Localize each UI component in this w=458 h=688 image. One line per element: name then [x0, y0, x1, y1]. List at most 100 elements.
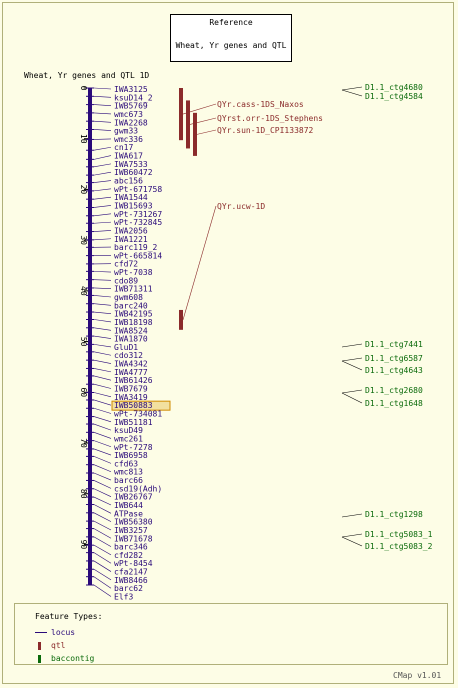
locus-label[interactable]: IWB5769	[114, 102, 148, 111]
locus-label[interactable]: IWB50883	[114, 401, 153, 410]
locus-label[interactable]: wPt-7038	[114, 268, 153, 277]
locus-label[interactable]: wPt-734081	[114, 409, 162, 418]
locus-label[interactable]: IWB8466	[114, 576, 148, 585]
contig-label[interactable]: D1.1_ctg4584	[365, 92, 423, 101]
locus-label[interactable]: IWA8524	[114, 326, 148, 335]
qtl-label[interactable]: QYrst.orr-1DS_Stephens	[217, 114, 323, 123]
locus-label[interactable]: IWB26767	[114, 493, 153, 502]
locus-connector	[93, 407, 112, 414]
locus-label[interactable]: IWA1870	[114, 335, 148, 344]
axis-tick-label: 10	[79, 134, 88, 144]
locus-label[interactable]: IWB51181	[114, 418, 153, 427]
qtl-bar[interactable]	[179, 309, 183, 330]
locus-label[interactable]: cfd63	[114, 459, 138, 468]
locus-connector	[93, 488, 112, 497]
locus-connector	[93, 359, 112, 364]
locus-label[interactable]: cdo89	[114, 276, 138, 285]
locus-label[interactable]: IWB60472	[114, 168, 153, 177]
locus-label[interactable]: wmc813	[114, 468, 143, 477]
qtl-label[interactable]: QYr.sun-1D_CPI133872	[217, 126, 314, 135]
qtl-label[interactable]: QYr.ucw-1D	[217, 202, 265, 211]
locus-label[interactable]: IWA3125	[114, 85, 148, 94]
locus-label[interactable]: wPt-732845	[114, 218, 162, 227]
locus-label[interactable]: IWB7679	[114, 385, 148, 394]
contig-label[interactable]: D1.1_ctg4643	[365, 366, 423, 375]
reference-map-name[interactable]: Wheat, Yr genes and QTL	[175, 41, 287, 50]
locus-label[interactable]: barc240	[114, 301, 148, 310]
locus-label[interactable]: IWB644	[114, 501, 143, 510]
locus-label[interactable]: GluD1	[114, 343, 138, 352]
locus-label[interactable]: barc119_2	[114, 243, 158, 252]
locus-connector	[93, 155, 112, 160]
highlight-box	[111, 400, 171, 411]
axis-tick-label: 20	[79, 185, 88, 195]
locus-label[interactable]: wPt-731267	[114, 210, 162, 219]
contig-label[interactable]: D1.1_ctg6587	[365, 354, 423, 363]
locus-label[interactable]: IWB71311	[114, 285, 153, 294]
contig-label[interactable]: D1.1_ctg2680	[365, 386, 423, 395]
legend-label: qtl	[51, 641, 66, 650]
contig-label[interactable]: D1.1_ctg5083_2	[365, 542, 433, 551]
contig-label[interactable]: D1.1_ctg5083_1	[365, 530, 433, 539]
locus-label[interactable]: csd19(Adh)	[114, 484, 162, 493]
contig-connector	[341, 389, 363, 394]
locus-label[interactable]: wmc336	[114, 135, 143, 144]
locus-label[interactable]: IWA4342	[114, 360, 148, 369]
qtl-label[interactable]: QYr.cass-1DS_Naxos	[217, 100, 304, 109]
qtl-bar[interactable]	[186, 100, 190, 149]
locus-connector	[93, 383, 112, 389]
locus-label[interactable]: IWA2056	[114, 226, 148, 235]
locus-label[interactable]: IWB6958	[114, 451, 148, 460]
contig-label[interactable]: D1.1_ctg1298	[365, 510, 423, 519]
axis-tick-label: 40	[79, 286, 88, 296]
locus-label[interactable]: wPt-7278	[114, 443, 153, 452]
locus-label[interactable]: IWB71678	[114, 534, 153, 543]
locus-label[interactable]: ksuD49	[114, 426, 143, 435]
locus-label[interactable]: IWB42195	[114, 310, 153, 319]
locus-label[interactable]: cfd282	[114, 551, 143, 560]
locus-label[interactable]: IWB61426	[114, 376, 153, 385]
contig-connector	[341, 343, 363, 348]
contig-label[interactable]: D1.1_ctg7441	[365, 340, 423, 349]
locus-label[interactable]: barc66	[114, 476, 143, 485]
locus-label[interactable]: barc346	[114, 543, 148, 552]
locus-label[interactable]: cfa2147	[114, 568, 148, 577]
locus-label[interactable]: ksuD14_2	[114, 93, 153, 102]
locus-label[interactable]: cfd72	[114, 260, 138, 269]
locus-connector	[93, 560, 112, 572]
locus-label[interactable]: IWB15693	[114, 201, 153, 210]
locus-label[interactable]: IWA3419	[114, 393, 148, 402]
locus-label[interactable]: IWA2268	[114, 118, 148, 127]
locus-label[interactable]: gwm33	[114, 127, 138, 136]
locus-label[interactable]: IWA7533	[114, 160, 148, 169]
locus-label[interactable]: gwm608	[114, 293, 143, 302]
locus-label[interactable]: IWA1221	[114, 235, 148, 244]
locus-connector	[93, 512, 112, 522]
locus-label[interactable]: abc156	[114, 177, 143, 186]
locus-label[interactable]: cn17	[114, 143, 133, 152]
contig-label[interactable]: D1.1_ctg1648	[365, 399, 423, 408]
reference-box[interactable]: Reference Wheat, Yr genes and QTL	[170, 14, 292, 62]
locus-label[interactable]: IWA1544	[114, 193, 148, 202]
locus-connector	[93, 303, 112, 306]
contig-connector	[341, 89, 363, 97]
locus-label[interactable]: wPt-8454	[114, 559, 153, 568]
qtl-bar[interactable]	[193, 112, 197, 156]
locus-label[interactable]: IWB3257	[114, 526, 148, 535]
locus-label[interactable]: wmc261	[114, 434, 143, 443]
locus-label[interactable]: IWB56380	[114, 518, 153, 527]
locus-label[interactable]: Elf3	[114, 593, 133, 600]
locus-label[interactable]: barc62	[114, 584, 143, 593]
locus-label[interactable]: wPt-671758	[114, 185, 162, 194]
locus-label[interactable]: ATPase	[114, 509, 143, 518]
locus-label[interactable]: IWA617	[114, 152, 143, 161]
locus-label[interactable]: IWB18198	[114, 318, 153, 327]
locus-label[interactable]: IWA4777	[114, 368, 148, 377]
contig-label[interactable]: D1.1_ctg4680	[365, 83, 423, 92]
locus-connector	[93, 568, 112, 581]
map-title[interactable]: Wheat, Yr genes and QTL 1D	[24, 71, 150, 80]
qtl-bar[interactable]	[179, 88, 183, 141]
locus-label[interactable]: wPt-665814	[114, 251, 162, 260]
locus-label[interactable]: cdo312	[114, 351, 143, 360]
locus-label[interactable]: wmc673	[114, 110, 143, 119]
